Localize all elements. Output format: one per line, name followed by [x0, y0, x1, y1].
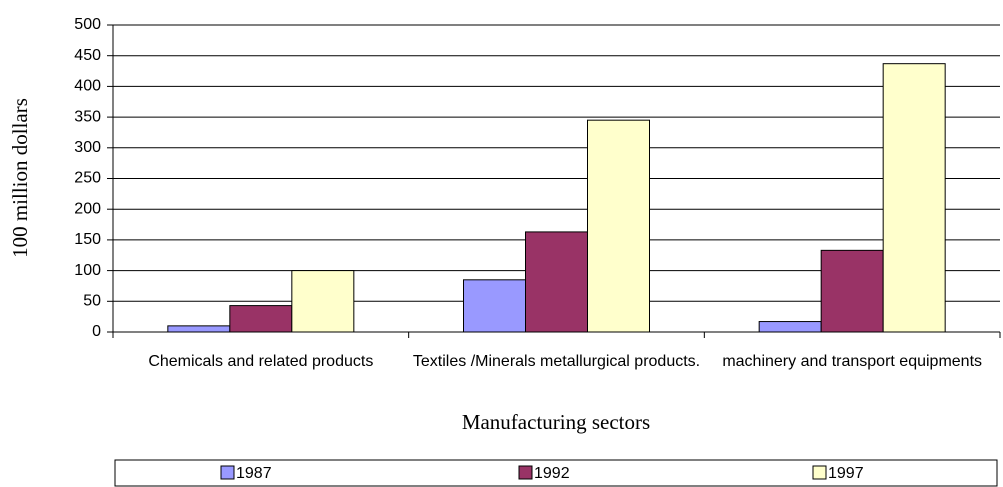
y-axis-label: 100 million dollars [8, 98, 32, 258]
y-tick-label: 300 [74, 139, 101, 156]
legend-label: 1997 [828, 465, 864, 482]
y-tick-label: 350 [74, 108, 101, 125]
y-tick-label: 450 [74, 47, 101, 64]
bar [587, 119, 650, 333]
y-tick-label: 50 [83, 293, 101, 310]
legend-swatch [220, 465, 235, 480]
bar [291, 270, 355, 333]
legend-swatch [812, 465, 827, 480]
y-tick-label: 200 [74, 200, 101, 217]
x-axis-label: Manufacturing sectors [462, 410, 650, 434]
y-tick-label: 400 [74, 78, 101, 95]
x-tick-label-line: Textiles /Minerals metallurgical product… [413, 353, 700, 370]
x-tick-label: Textiles /Minerals metallurgical product… [413, 353, 700, 370]
legend-box [114, 459, 998, 487]
bar [525, 231, 588, 333]
legend-label: 1992 [534, 465, 570, 482]
y-tick-label: 500 [74, 16, 101, 33]
bar [167, 325, 231, 333]
y-tick-label: 250 [74, 170, 101, 187]
bar [882, 63, 946, 333]
bar [229, 305, 293, 333]
x-tick-label-line: machinery and transport equipments [722, 353, 982, 370]
legend-swatch [518, 465, 533, 480]
bar [463, 279, 526, 333]
x-tick-label: machinery and transport equipments [722, 353, 982, 370]
x-tick-label-line: Chemicals and related products [148, 353, 373, 370]
x-tick-label: Chemicals and related products [148, 353, 373, 370]
bar [820, 249, 884, 333]
y-tick-label: 0 [92, 323, 101, 340]
y-tick-label: 100 [74, 262, 101, 279]
legend-label: 1987 [236, 465, 272, 482]
y-tick-label: 150 [74, 231, 101, 248]
bar [758, 321, 822, 333]
